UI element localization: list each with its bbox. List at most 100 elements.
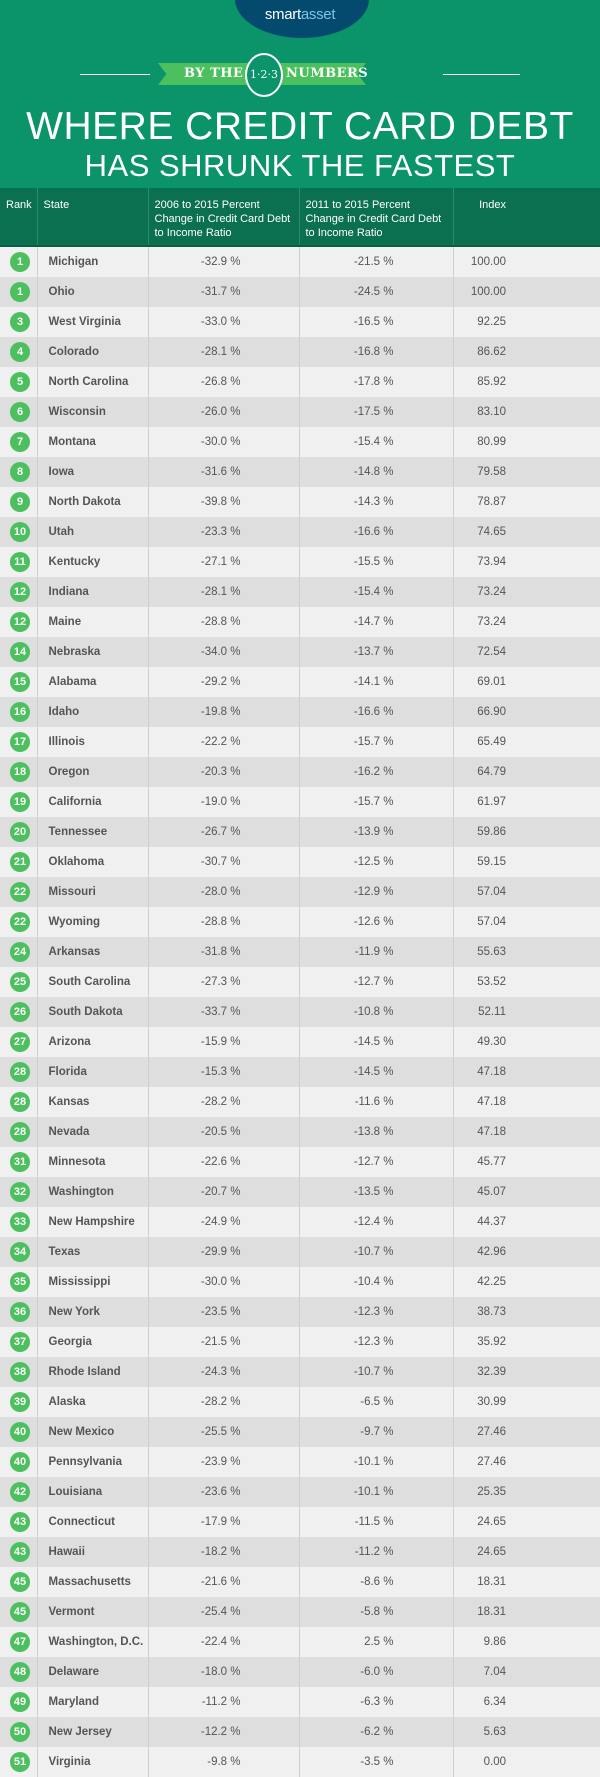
index-cell: 100.00: [452, 246, 600, 277]
index-cell: 24.65: [452, 1537, 600, 1567]
state-cell: Virginia: [36, 1747, 148, 1777]
index-cell: 45.07: [452, 1177, 600, 1207]
state-cell: Missouri: [36, 877, 148, 907]
state-cell: Alaska: [36, 1387, 148, 1417]
index-cell: 18.31: [452, 1597, 600, 1627]
rank-badge: 24: [10, 942, 30, 962]
rank-cell: 31: [0, 1147, 37, 1177]
state-cell: New Hampshire: [36, 1207, 148, 1237]
index-cell: 9.86: [452, 1627, 600, 1657]
rank-badge: 12: [10, 582, 30, 602]
change-2006-2015-cell: -11.2 %: [147, 1687, 299, 1717]
state-cell: Oklahoma: [36, 847, 148, 877]
smartasset-logo[interactable]: smartasset: [0, 6, 600, 23]
change-2011-2015-cell: -15.7 %: [298, 727, 453, 757]
rank-badge: 26: [10, 1002, 30, 1022]
rank-cell: 22: [0, 877, 37, 907]
rank-cell: 9: [0, 487, 37, 517]
change-2006-2015-cell: -31.8 %: [147, 937, 299, 967]
change-2006-2015-cell: -28.1 %: [147, 577, 299, 607]
rank-cell: 40: [0, 1417, 37, 1447]
change-2011-2015-cell: -5.8 %: [298, 1597, 453, 1627]
state-cell: Mississippi: [36, 1267, 148, 1297]
index-cell: 78.87: [452, 487, 600, 517]
rank-cell: 17: [0, 727, 37, 757]
table-row: 19 California -19.0 % -15.7 % 61.97: [0, 787, 600, 817]
change-2006-2015-cell: -26.8 %: [147, 367, 299, 397]
change-2006-2015-cell: -24.9 %: [147, 1207, 299, 1237]
change-2011-2015-cell: -13.8 %: [298, 1117, 453, 1147]
rank-cell: 4: [0, 337, 37, 367]
rank-cell: 40: [0, 1447, 37, 1477]
rank-badge: 8: [10, 462, 30, 482]
table-row: 16 Idaho -19.8 % -16.6 % 66.90: [0, 697, 600, 727]
state-cell: Florida: [36, 1057, 148, 1087]
index-cell: 7.04: [452, 1657, 600, 1687]
rank-badge: 45: [10, 1572, 30, 1592]
header-index: Index: [452, 188, 600, 247]
rank-badge: 50: [10, 1722, 30, 1742]
rank-badge: 3: [10, 312, 30, 332]
table-row: 35 Mississippi -30.0 % -10.4 % 42.25: [0, 1267, 600, 1297]
table-row: 48 Delaware -18.0 % -6.0 % 7.04: [0, 1657, 600, 1687]
change-2011-2015-cell: -6.0 %: [298, 1657, 453, 1687]
change-2011-2015-cell: -9.7 %: [298, 1417, 453, 1447]
index-cell: 32.39: [452, 1357, 600, 1387]
change-2006-2015-cell: -27.3 %: [147, 967, 299, 997]
table-row: 49 Maryland -11.2 % -6.3 % 6.34: [0, 1687, 600, 1717]
rank-cell: 27: [0, 1027, 37, 1057]
logo-text-smart: smart: [264, 6, 301, 23]
change-2006-2015-cell: -32.9 %: [147, 246, 299, 277]
table-row: 40 New Mexico -25.5 % -9.7 % 27.46: [0, 1417, 600, 1447]
state-cell: Texas: [36, 1237, 148, 1267]
change-2011-2015-cell: -12.9 %: [298, 877, 453, 907]
state-cell: Louisiana: [36, 1477, 148, 1507]
change-2006-2015-cell: -23.6 %: [147, 1477, 299, 1507]
table-row: 38 Rhode Island -24.3 % -10.7 % 32.39: [0, 1357, 600, 1387]
table-row: 4 Colorado -28.1 % -16.8 % 86.62: [0, 337, 600, 367]
rank-cell: 11: [0, 547, 37, 577]
rank-badge: 19: [10, 792, 30, 812]
table-row: 45 Massachusetts -21.6 % -8.6 % 18.31: [0, 1567, 600, 1597]
state-cell: North Carolina: [36, 367, 148, 397]
change-2006-2015-cell: -20.3 %: [147, 757, 299, 787]
rank-badge: 47: [10, 1632, 30, 1652]
ranking-table: Rank State 2006 to 2015 Percent Change i…: [0, 188, 600, 1777]
table-row: 3 West Virginia -33.0 % -16.5 % 92.25: [0, 307, 600, 337]
table-row: 40 Pennsylvania -23.9 % -10.1 % 27.46: [0, 1447, 600, 1477]
index-cell: 85.92: [452, 367, 600, 397]
rank-badge: 48: [10, 1662, 30, 1682]
state-cell: West Virginia: [36, 307, 148, 337]
rank-badge: 25: [10, 972, 30, 992]
rank-cell: 19: [0, 787, 37, 817]
rank-badge: 9: [10, 492, 30, 512]
rank-cell: 39: [0, 1387, 37, 1417]
change-2011-2015-cell: -10.7 %: [298, 1357, 453, 1387]
table-row: 15 Alabama -29.2 % -14.1 % 69.01: [0, 667, 600, 697]
change-2006-2015-cell: -39.8 %: [147, 487, 299, 517]
change-2011-2015-cell: -12.3 %: [298, 1327, 453, 1357]
state-cell: Utah: [36, 517, 148, 547]
table-row: 12 Maine -28.8 % -14.7 % 73.24: [0, 607, 600, 637]
rank-cell: 34: [0, 1237, 37, 1267]
rank-cell: 22: [0, 907, 37, 937]
index-cell: 59.15: [452, 847, 600, 877]
index-cell: 49.30: [452, 1027, 600, 1057]
state-cell: Idaho: [36, 697, 148, 727]
change-2011-2015-cell: -14.3 %: [298, 487, 453, 517]
rank-badge: 11: [10, 552, 30, 572]
index-cell: 57.04: [452, 877, 600, 907]
change-2011-2015-cell: -10.1 %: [298, 1447, 453, 1477]
divider-left: [80, 74, 150, 75]
state-cell: Indiana: [36, 577, 148, 607]
rank-badge: 28: [10, 1062, 30, 1082]
state-cell: Illinois: [36, 727, 148, 757]
index-cell: 66.90: [452, 697, 600, 727]
table-row: 10 Utah -23.3 % -16.6 % 74.65: [0, 517, 600, 547]
header-change-2006-2015: 2006 to 2015 Percent Change in Credit Ca…: [147, 188, 299, 247]
state-cell: North Dakota: [36, 487, 148, 517]
rank-cell: 8: [0, 457, 37, 487]
table-row: 37 Georgia -21.5 % -12.3 % 35.92: [0, 1327, 600, 1357]
change-2006-2015-cell: -24.3 %: [147, 1357, 299, 1387]
table-row: 17 Illinois -22.2 % -15.7 % 65.49: [0, 727, 600, 757]
